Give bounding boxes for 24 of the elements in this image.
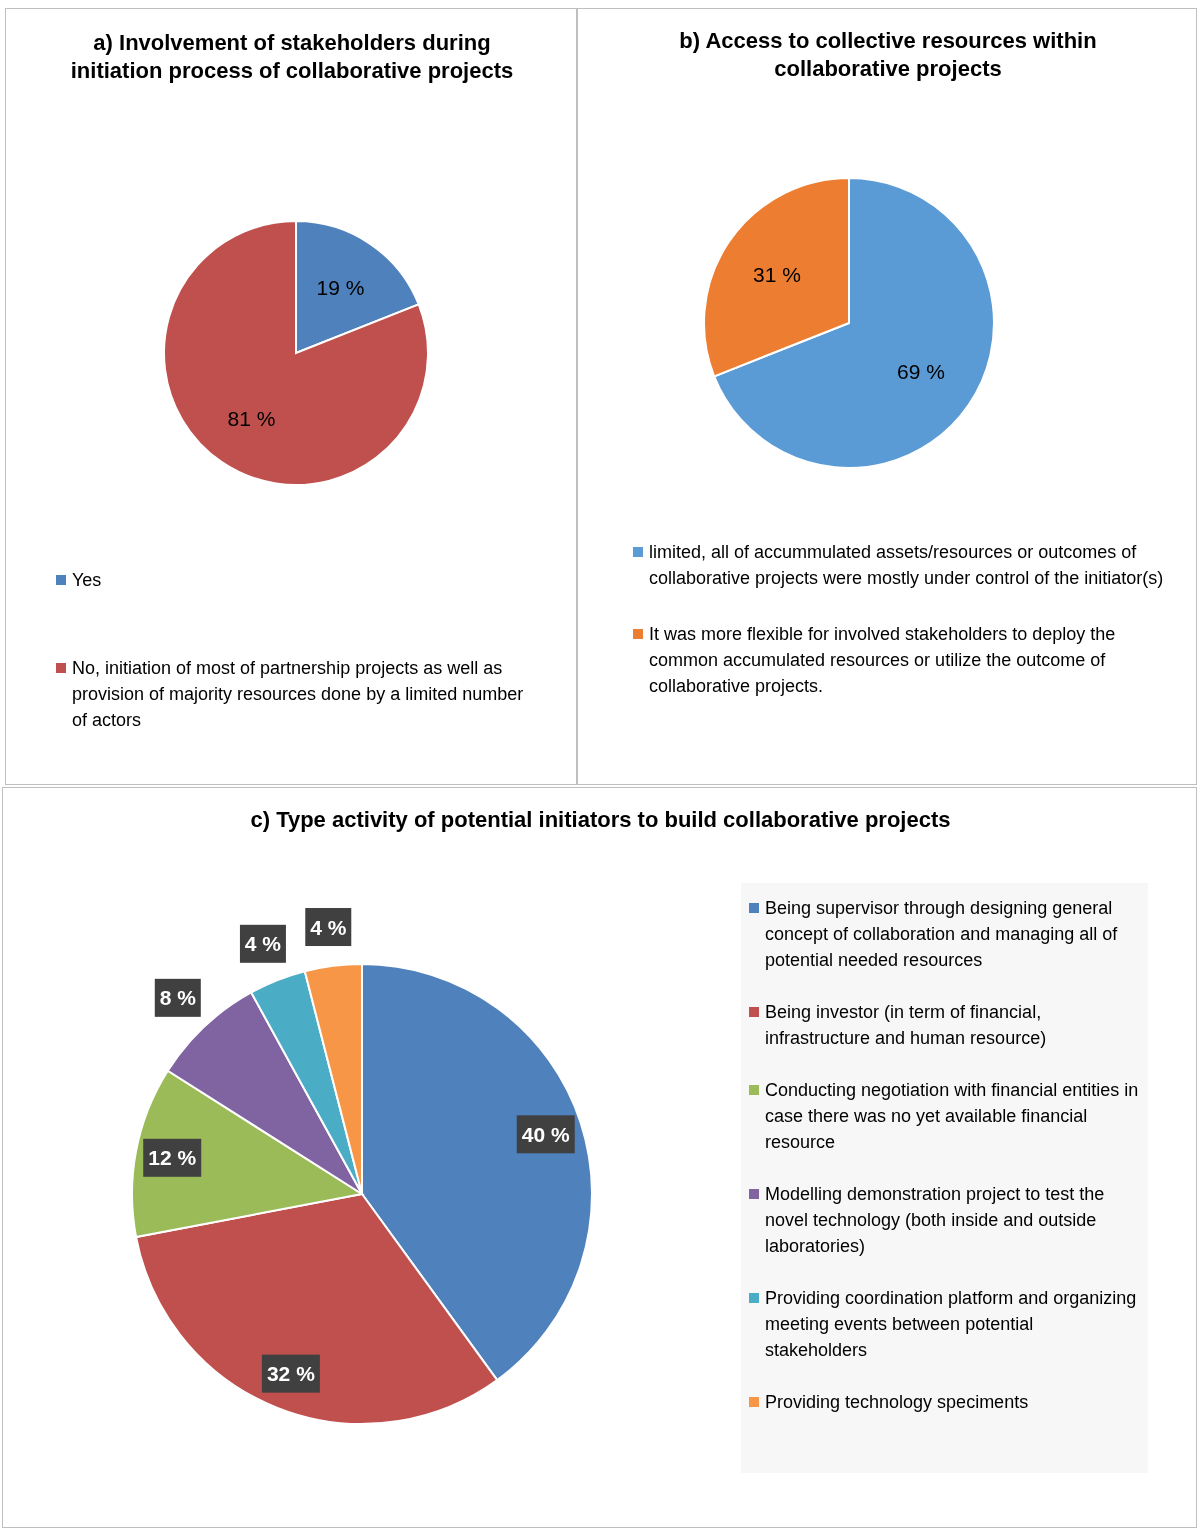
legend-label: Providing coordination platform and organizing meeting events between potential stakeholders: [765, 1287, 1138, 1362]
legend-label: It was more flexible for involved stakeholders to deploy the common accumulated resources or utilize the outcome of collaborative projects.: [649, 623, 1117, 698]
data-label: 19 %: [316, 276, 365, 299]
pie-slice: [163, 220, 429, 486]
legend-label: No, initiation of most of partnership projects as well as provision of majority resources done by a limited number of actors: [72, 657, 525, 732]
data-label: 31 %: [753, 262, 801, 286]
legend-label: limited, all of accummulated assets/resources or outcomes of collaborative projects were mostly under control of the initiator(s): [649, 541, 1165, 590]
data-label: 4 %: [244, 932, 282, 956]
legend-label: Being investor (in term of financial, infrastructure and human resource): [765, 1001, 1048, 1050]
data-label: 69 %: [897, 360, 945, 384]
chart-title: b) Access to collective resources within collaborative projects: [678, 27, 1098, 83]
legend-label: Yes: [72, 569, 102, 592]
data-label: 4 %: [310, 915, 347, 939]
legend-label: Conducting negotiation with financial entities in case there was no yet available financial resource: [765, 1079, 1140, 1154]
data-label: 12 %: [148, 1146, 197, 1170]
data-label: 81 %: [227, 407, 276, 430]
chart-title: c) Type activity of potential initiators to build collaborative projects: [249, 806, 952, 834]
legend-label: Being supervisor through designing general concept of collaboration and managing all of potential needed resources: [765, 897, 1119, 972]
chart-title: a) Involvement of stakeholders during initiation process of collaborative projects: [69, 29, 515, 85]
legend-label: Modelling demonstration project to test the novel technology (both inside and outside laboratories): [765, 1183, 1106, 1258]
data-label: 40 %: [521, 1122, 570, 1146]
data-label: 8 %: [159, 986, 197, 1010]
data-label: 32 %: [266, 1362, 316, 1386]
legend-label: Providing technology speciments: [765, 1391, 1029, 1414]
